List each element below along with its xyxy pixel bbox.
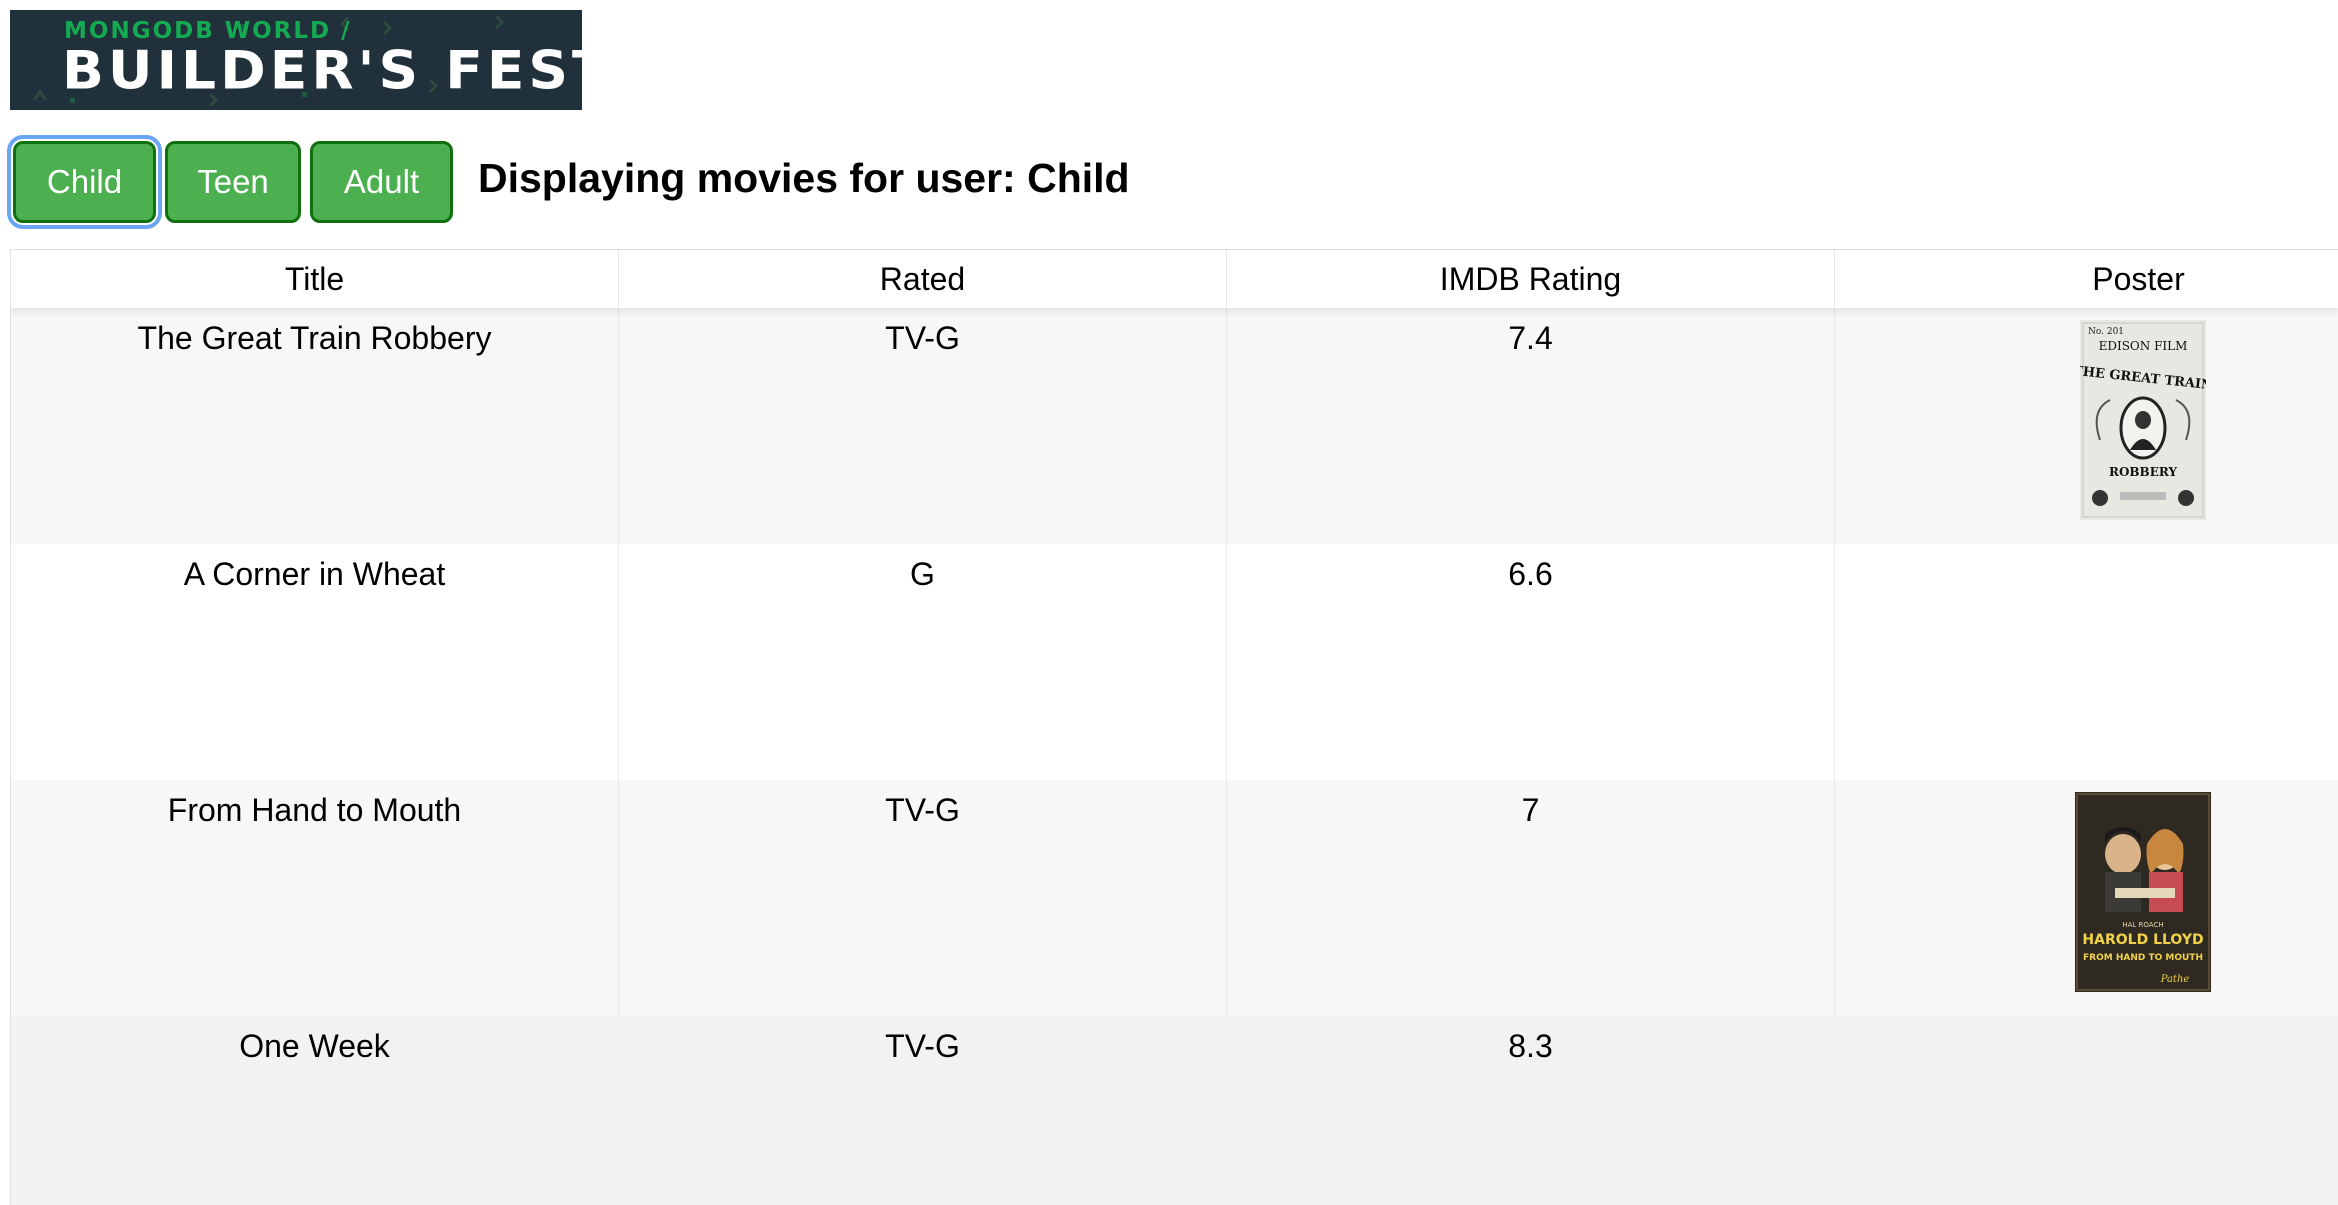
movie-poster-cell (1835, 544, 2338, 780)
poster-image: No. 201 EDISON FILM THE GREAT TRAIN ROBB… (2080, 320, 2206, 520)
table-row[interactable]: The Great Train Robbery TV-G 7.4 No. 201… (11, 308, 2338, 544)
movie-title-cell: A Corner in Wheat (11, 544, 619, 780)
teen-user-button[interactable]: Teen (165, 141, 301, 223)
movie-poster-cell: No. 201 EDISON FILM THE GREAT TRAIN ROBB… (1835, 308, 2338, 544)
movie-rated-cell: G (619, 544, 1227, 780)
movie-title-cell: One Week (11, 1016, 619, 1205)
poster-text: Pathe (2160, 974, 2190, 985)
movie-imdb-cell: 8.3 (1227, 1016, 1835, 1205)
column-header-rated[interactable]: Rated (619, 250, 1227, 308)
banner-subtitle: MONGODB WORLD / (64, 18, 352, 44)
movie-title-cell: The Great Train Robbery (11, 308, 619, 544)
movie-imdb-cell: 7 (1227, 780, 1835, 1016)
poster-text: No. 201 (2088, 327, 2124, 337)
movie-rated-cell: TV-G (619, 308, 1227, 544)
poster-image: HAL ROACH HAROLD LLOYD FROM HAND TO MOUT… (2075, 792, 2211, 992)
poster-text: HAROLD LLOYD (2082, 932, 2203, 948)
movie-rated-cell: TV-G (619, 780, 1227, 1016)
banner-pattern (32, 14, 505, 108)
movie-title-cell: From Hand to Mouth (11, 780, 619, 1016)
movies-table[interactable]: Title Rated IMDB Rating Poster The Great… (10, 249, 2338, 1205)
movie-rated-cell: TV-G (619, 1016, 1227, 1205)
child-user-button[interactable]: Child (7, 135, 162, 229)
movie-imdb-cell: 7.4 (1227, 308, 1835, 544)
banner-title: BUILDER'S FEST (62, 40, 582, 101)
builders-fest-banner-logo: MONGODB WORLD / BUILDER'S FEST (10, 10, 582, 110)
table-row[interactable]: From Hand to Mouth TV-G 7 HAL ROACH HARO… (11, 780, 2338, 1016)
column-header-poster[interactable]: Poster (1835, 250, 2338, 308)
column-header-imdb-rating[interactable]: IMDB Rating (1227, 250, 1835, 308)
poster-text: FROM HAND TO MOUTH (2083, 953, 2203, 963)
table-header: Title Rated IMDB Rating Poster (11, 250, 2338, 308)
movie-poster-cell: HAL ROACH HAROLD LLOYD FROM HAND TO MOUT… (1835, 780, 2338, 1016)
poster-text: HAL ROACH (2122, 921, 2163, 929)
poster-text: ROBBERY (2109, 465, 2177, 479)
table-row[interactable]: One Week TV-G 8.3 (11, 1016, 2338, 1205)
current-user-status: Displaying movies for user: Child (478, 155, 1130, 201)
table-row[interactable]: A Corner in Wheat G 6.6 (11, 544, 2338, 780)
adult-user-button[interactable]: Adult (310, 141, 453, 223)
movie-imdb-cell: 6.6 (1227, 544, 1835, 780)
column-header-title[interactable]: Title (11, 250, 619, 308)
movie-poster-cell (1835, 1016, 2338, 1205)
poster-text: EDISON FILM (2099, 339, 2188, 353)
